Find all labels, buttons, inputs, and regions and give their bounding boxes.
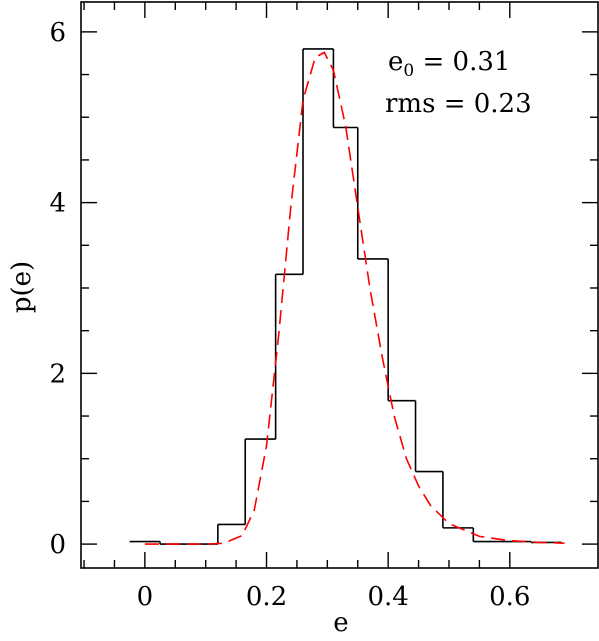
- x-tick-label: 0.6: [489, 582, 530, 612]
- fit-curve-group: [144, 51, 565, 545]
- annotation-e0-subscript: 0: [403, 61, 414, 81]
- histogram-bars: [129, 48, 562, 545]
- x-tick-label: 0.2: [246, 582, 287, 612]
- annotation-rms: rms = 0.23: [385, 89, 532, 119]
- tick-labels: 0 0.2 0.4 0.6 0 2 4 6: [49, 18, 530, 612]
- y-tick-label: 4: [49, 189, 66, 219]
- x-tick-label: 0: [137, 582, 154, 612]
- annotation-e0: e0 = 0.31: [388, 47, 510, 81]
- plot-frame: [80, 1, 599, 569]
- y-tick-label: 2: [49, 359, 66, 389]
- y-tick-label: 0: [49, 530, 66, 560]
- x-tick-label: 0.4: [367, 582, 408, 612]
- x-axis-label: e: [333, 608, 348, 636]
- y-tick-label: 6: [49, 18, 66, 48]
- axis-ticks: [81, 2, 598, 568]
- fit-curve: [144, 51, 565, 545]
- y-axis-label: p(e): [7, 261, 37, 313]
- annotation-e0-symbol: e: [388, 47, 403, 77]
- annotation-e0-value: = 0.31: [414, 47, 510, 77]
